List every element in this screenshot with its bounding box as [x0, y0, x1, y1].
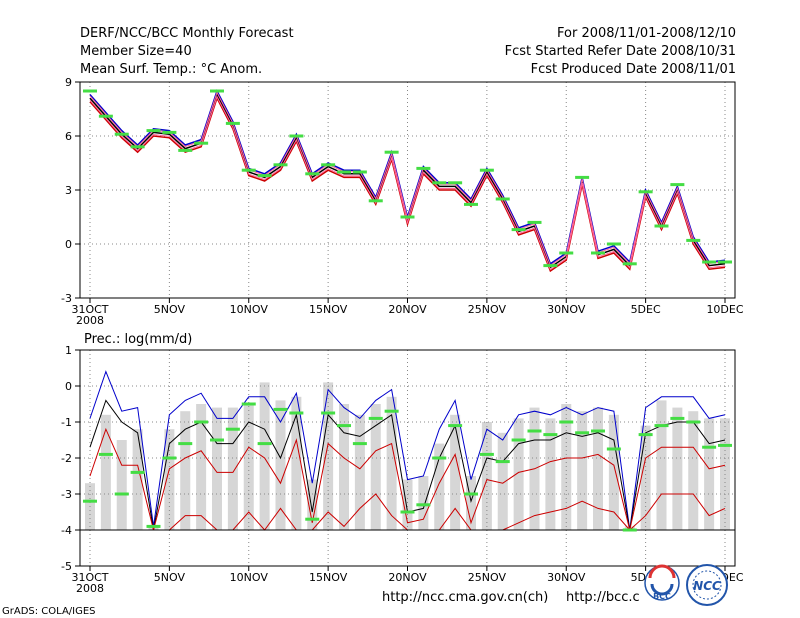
prec-bar: [688, 411, 699, 530]
chart-title: DERF/NCC/BCC Monthly Forecast: [80, 26, 294, 41]
prec-bar: [497, 432, 508, 530]
temp-ytick-label: 3: [65, 184, 72, 197]
temp-ytick-label: 0: [65, 238, 72, 251]
prec-bar: [275, 400, 286, 530]
prec-ytick-label: -2: [61, 452, 72, 465]
prec-xtick-label: 20NOV: [388, 571, 427, 584]
ncc-logo-text: NCC: [693, 579, 721, 593]
url-ncc: http://ncc.cma.gov.cn(ch): [382, 590, 548, 605]
prec-ytick-label: -1: [61, 416, 72, 429]
prec-xtick-label: 15NOV: [309, 571, 348, 584]
prec-bar: [656, 400, 667, 530]
prec-bar: [323, 382, 334, 530]
temp-ytick-label: 6: [65, 130, 72, 143]
url-bcc: http://bcc.c: [566, 590, 640, 605]
forecast-period: For 2008/11/01-2008/12/10: [557, 26, 736, 41]
grads-credit: GrADS: COLA/IGES: [2, 606, 96, 617]
prec-bar: [434, 443, 445, 530]
prec-bar: [100, 414, 111, 530]
temp-xtick-label: 30NOV: [547, 303, 586, 316]
temp-xtick-label: 15NOV: [309, 303, 348, 316]
temp-year-label: 2008: [76, 314, 104, 327]
prec-bar: [227, 407, 238, 530]
prec-bar: [291, 396, 302, 530]
temperature-frame: [79, 81, 736, 299]
temp-line-inner-lower: [89, 95, 726, 271]
prec-xtick-label: 10NOV: [230, 571, 269, 584]
prec-year-label: 2008: [76, 582, 104, 595]
temp-line-upper: [89, 89, 726, 265]
prec-bar: [704, 418, 715, 530]
prec-bar: [513, 418, 524, 530]
prec-bar: [402, 479, 413, 530]
prec-ytick-label: 0: [65, 380, 72, 393]
prec-bar: [132, 429, 143, 530]
prec-bar: [259, 382, 270, 530]
prec-bar: [545, 418, 556, 530]
temp-xtick-label: 25NOV: [468, 303, 507, 316]
precip-title: Prec.: log(mm/d): [84, 332, 192, 347]
prec-bar: [593, 407, 603, 530]
prec-bar: [180, 411, 191, 530]
prec-bar: [386, 396, 397, 530]
member-size-label: Member Size=40: [80, 44, 192, 59]
prec-bar: [466, 476, 476, 530]
temp-xtick-label: 5DEC: [631, 303, 661, 316]
prec-bar: [577, 411, 588, 530]
temp-line-ensemble-mean: [89, 92, 726, 269]
prec-xtick-label: 25NOV: [468, 571, 507, 584]
start-date: Fcst Started Refer Date 2008/10/31: [504, 44, 736, 59]
bcc-logo-text: BCC: [653, 592, 671, 601]
prec-bar: [307, 479, 318, 530]
ncc-logo: NCC: [686, 564, 728, 606]
temp-xtick-label: 31OCT: [71, 303, 108, 316]
prec-ytick-label: -5: [61, 560, 72, 573]
prec-ytick-label: -3: [61, 488, 72, 501]
prec-bar: [164, 429, 175, 530]
prec-line-lower: [89, 427, 726, 531]
prec-xtick-label: 30NOV: [547, 571, 586, 584]
prec-bar: [481, 422, 492, 530]
prec-bar: [450, 414, 461, 530]
prec-bar: [672, 407, 683, 530]
prec-bar: [608, 414, 619, 530]
prec-bar: [339, 404, 349, 530]
prec-bar: [418, 476, 429, 530]
precipitation-panel: -5 -4 -3 -2 -1 0 1 31OCT 5NOV 10NOV 15NOV 20NOV 25NO…: [61, 344, 744, 595]
prec-bar: [196, 404, 207, 530]
precipitation-frame: [79, 349, 736, 567]
prec-line-upper: [89, 370, 726, 531]
temp-xtick-label: 10NOV: [230, 303, 269, 316]
prec-ytick-label: 1: [65, 344, 72, 357]
temperature-panel: -3 0 3 6 9 31OCT 5NOV 10NOV 15NOV 20NOV 25NOV 30NOV…: [61, 76, 744, 327]
produced-date: Fcst Produced Date 2008/11/01: [530, 62, 736, 77]
temp-line-lower: [89, 96, 726, 273]
prec-ytick-label: -4: [61, 524, 72, 537]
variable-label: Mean Surf. Temp.: °C Anom.: [80, 62, 263, 77]
temp-xtick-label: 10DEC: [706, 303, 743, 316]
temp-xtick-label: 20NOV: [388, 303, 427, 316]
prec-bar: [370, 404, 381, 530]
prec-bar: [354, 414, 365, 530]
bcc-logo: BCC: [644, 564, 680, 601]
temp-ytick-label: -3: [61, 292, 72, 305]
prec-bar: [640, 425, 651, 530]
prec-bar: [212, 407, 222, 530]
prec-xtick-label: 5NOV: [154, 571, 186, 584]
temp-ytick-label: 9: [65, 76, 72, 89]
prec-xtick-label: 31OCT: [71, 571, 108, 584]
prec-bar: [116, 440, 127, 530]
temp-xtick-label: 5NOV: [154, 303, 186, 316]
